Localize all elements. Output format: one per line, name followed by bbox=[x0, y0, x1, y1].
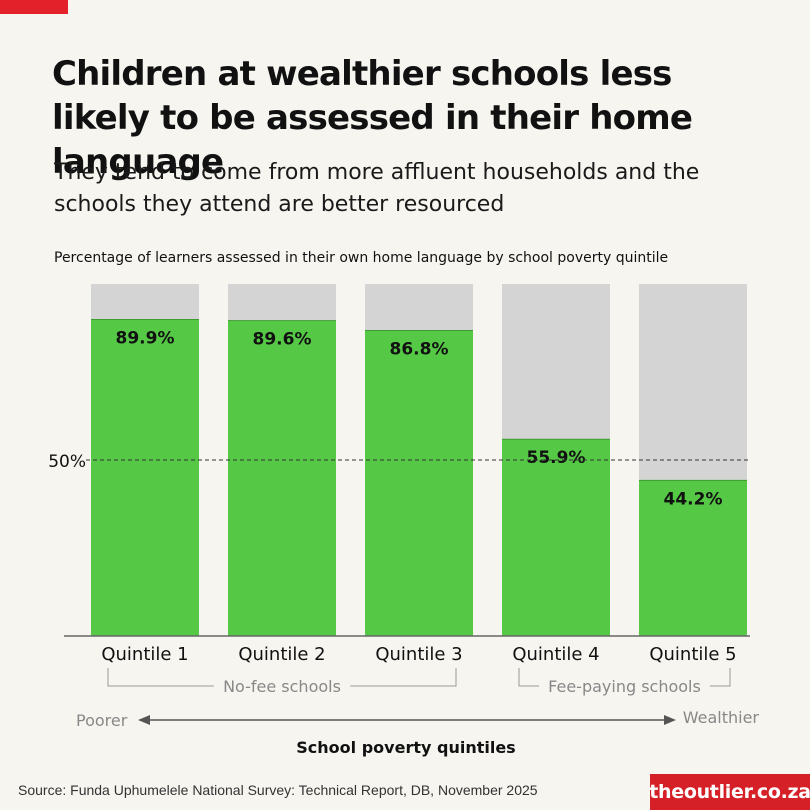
arrow-right-icon bbox=[664, 715, 676, 725]
x-axis-title: School poverty quintiles bbox=[296, 738, 515, 757]
bar bbox=[365, 330, 473, 636]
group-bracket-left bbox=[518, 668, 540, 687]
x-tick-label: Quintile 5 bbox=[649, 644, 736, 665]
top-accent-bar bbox=[0, 0, 68, 14]
arrow-left-icon bbox=[138, 715, 150, 725]
x-tick-label: Quintile 1 bbox=[101, 644, 188, 665]
bar bbox=[502, 439, 610, 636]
data-label: 86.8% bbox=[390, 339, 449, 359]
bar-remainder bbox=[91, 284, 199, 320]
group-label: Fee-paying schools bbox=[548, 677, 701, 696]
data-label: 44.2% bbox=[664, 489, 723, 509]
bar-remainder bbox=[228, 284, 336, 321]
bar-remainder bbox=[639, 284, 747, 481]
group-label: No-fee schools bbox=[223, 677, 341, 696]
bar bbox=[228, 320, 336, 636]
data-label: 55.9% bbox=[527, 448, 586, 468]
x-tick-label: Quintile 2 bbox=[238, 644, 325, 665]
group-bracket-right bbox=[350, 668, 457, 687]
data-label: 89.6% bbox=[253, 330, 312, 350]
bar-remainder bbox=[365, 284, 473, 331]
data-label: 89.9% bbox=[116, 329, 175, 349]
bar bbox=[639, 480, 747, 636]
brand-logo[interactable]: theoutlier.co.za bbox=[649, 774, 810, 810]
source-note: Source: Funda Uphumelele National Survey… bbox=[18, 782, 538, 798]
chart-title: Children at wealthier schools less likel… bbox=[52, 54, 693, 182]
group-bracket-left bbox=[107, 668, 214, 687]
x-tick-label: Quintile 4 bbox=[512, 644, 599, 665]
bar bbox=[91, 319, 199, 636]
chart-subtitle: They tend to come from more affluent hou… bbox=[54, 160, 700, 217]
x-tick-label: Quintile 3 bbox=[375, 644, 462, 665]
axis-right-label: Wealthier bbox=[683, 708, 760, 727]
group-bracket-right bbox=[709, 668, 731, 687]
axis-left-label: Poorer bbox=[76, 711, 128, 730]
chart-caption: Percentage of learners assessed in their… bbox=[54, 250, 669, 266]
bar-remainder bbox=[502, 284, 610, 440]
reference-line-label: 50% bbox=[48, 452, 86, 472]
